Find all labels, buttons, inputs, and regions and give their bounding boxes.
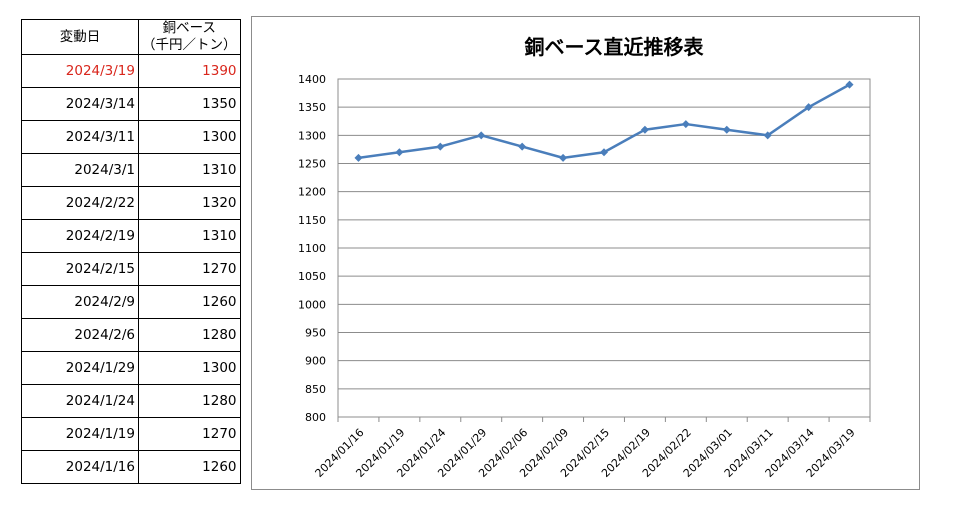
series-line	[358, 83, 851, 160]
header-price-line2: （千円／トン）	[142, 37, 237, 53]
data-point	[518, 142, 527, 151]
table-row: 2024/1/19 1270	[21, 417, 241, 451]
table-row: 2024/1/16 1260	[21, 450, 241, 484]
table-row: 2024/1/24 1280	[21, 384, 241, 418]
y-tick-label: 800	[305, 411, 326, 424]
y-tick-label: 1400	[298, 73, 326, 86]
header-date: 変動日	[21, 19, 139, 55]
table-row: 2024/3/14 1350	[21, 87, 241, 121]
row-price: 1310	[138, 153, 241, 187]
table-row: 2024/2/22 1320	[21, 186, 241, 220]
y-tick-label: 1250	[298, 158, 326, 171]
table-body: 2024/3/19 1390 2024/3/14 1350 2024/3/11 1300 2…	[21, 54, 241, 484]
row-date: 2024/2/9	[21, 285, 139, 319]
row-date: 2024/1/24	[21, 384, 139, 418]
plot-area	[337, 78, 871, 418]
chart-area: 銅ベース直近推移表 800 850 900 950 1000 1050 1100 1150 120…	[251, 16, 920, 490]
row-price: 1280	[138, 318, 241, 352]
row-price: 1300	[138, 120, 241, 154]
row-date: 2024/3/14	[21, 87, 139, 121]
data-point	[722, 125, 731, 134]
y-tick-label: 1200	[298, 186, 326, 199]
row-date: 2024/2/15	[21, 252, 139, 286]
data-point	[763, 131, 772, 140]
row-price: 1260	[138, 450, 241, 484]
table-row: 2024/2/19 1310	[21, 219, 241, 253]
row-date: 2024/3/11	[21, 120, 139, 154]
data-point	[477, 131, 486, 140]
data-point	[845, 80, 854, 89]
y-tick-label: 850	[305, 383, 326, 396]
row-price: 1270	[138, 252, 241, 286]
row-price: 1350	[138, 87, 241, 121]
row-price: 1300	[138, 351, 241, 385]
row-price: 1260	[138, 285, 241, 319]
line-chart: 銅ベース直近推移表 800 850 900 950 1000 1050 1100 1150 120…	[298, 35, 871, 480]
table-row: 2024/3/1 1310	[21, 153, 241, 187]
table-row: 2024/2/6 1280	[21, 318, 241, 352]
table-row: 2024/2/15 1270	[21, 252, 241, 286]
data-point	[640, 125, 649, 134]
data-point	[681, 120, 690, 129]
y-tick-label: 1050	[298, 270, 326, 283]
row-price: 1280	[138, 384, 241, 418]
y-tick-label: 950	[305, 327, 326, 340]
row-price: 1320	[138, 186, 241, 220]
y-tick-label: 1350	[298, 101, 326, 114]
row-date: 2024/2/6	[21, 318, 139, 352]
chart-title: 銅ベース直近推移表	[525, 35, 705, 59]
header-price: 銅ベース （千円／トン）	[138, 19, 241, 55]
data-point	[804, 103, 813, 112]
table-row: 2024/3/11 1300	[21, 120, 241, 154]
y-tick-label: 1300	[298, 129, 326, 142]
row-date: 2024/2/19	[21, 219, 139, 253]
table-row: 2024/3/19 1390	[21, 54, 241, 88]
row-date: 2024/1/29	[21, 351, 139, 385]
data-point	[436, 142, 445, 151]
table-row: 2024/1/29 1300	[21, 351, 241, 385]
row-price: 1270	[138, 417, 241, 451]
row-price: 1390	[138, 54, 241, 88]
row-date: 2024/2/22	[21, 186, 139, 220]
data-point	[395, 148, 404, 157]
row-date: 2024/3/1	[21, 153, 139, 187]
row-date: 2024/3/19	[21, 54, 139, 88]
data-point	[559, 153, 568, 162]
y-tick-label: 1100	[298, 242, 326, 255]
y-tick-label: 1150	[298, 214, 326, 227]
table-header-row: 変動日 銅ベース （千円／トン）	[21, 19, 241, 55]
header-price-line1: 銅ベース	[162, 20, 216, 36]
row-date: 2024/1/16	[21, 450, 139, 484]
data-point	[354, 153, 363, 162]
y-tick-label: 1000	[298, 298, 326, 311]
y-tick-label: 900	[305, 355, 326, 368]
table-row: 2024/2/9 1260	[21, 285, 241, 319]
price-table: 変動日 銅ベース （千円／トン） 2024/3/19 1390 2024/3/14 1…	[21, 19, 241, 484]
row-date: 2024/1/19	[21, 417, 139, 451]
data-point	[600, 148, 608, 157]
row-price: 1310	[138, 219, 241, 253]
